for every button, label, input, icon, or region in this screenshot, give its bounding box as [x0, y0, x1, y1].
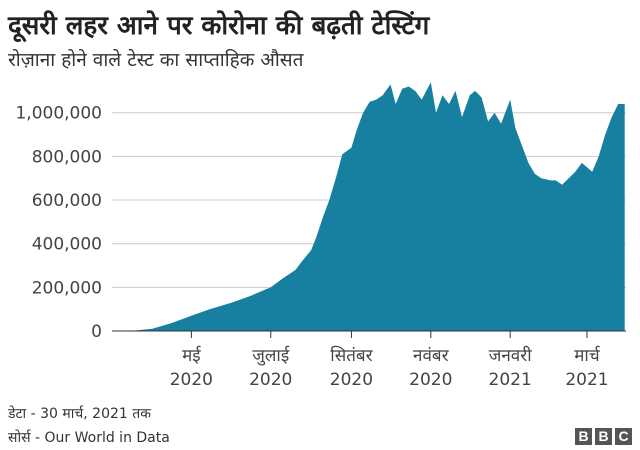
bbc-logo-letter: B	[595, 428, 612, 445]
x-tick-label: जुलाई	[252, 345, 290, 366]
source-text: सोर्स - Our World in Data	[8, 430, 170, 446]
bbc-logo-letter: B	[575, 428, 592, 445]
x-tick-label: मई	[182, 345, 202, 366]
x-tick-label-year: 2020	[409, 370, 452, 390]
y-tick-label: 800,000	[32, 147, 102, 167]
x-tick-label-year: 2021	[565, 370, 608, 390]
bbc-logo: B B C	[575, 428, 632, 445]
y-tick-label: 400,000	[32, 235, 102, 255]
x-tick-label: जनवरी	[489, 345, 532, 366]
chart-title: दूसरी लहर आने पर कोरोना की बढ़ती टेस्टिं…	[8, 11, 430, 41]
data-note: डेटा - 30 मार्च, 2021 तक	[8, 406, 151, 422]
y-tick-label: 1,000,000	[15, 104, 102, 124]
y-tick-label: 200,000	[32, 278, 102, 298]
x-tick-label: नवंबर	[413, 346, 450, 366]
area-chart: 0 200,000 400,000 600,000 800,000 1,000,000 म…	[15, 82, 626, 390]
x-tick-label-year: 2020	[249, 370, 292, 390]
tests-area-series	[130, 82, 625, 331]
x-tick-label: सितंबर	[330, 345, 373, 366]
x-axis-ticks: मई 2020 जुलाई 2020 सितंबर 2020 नवंबर 2020 जनवरी 2…	[170, 331, 609, 390]
x-tick-label-year: 2020	[170, 370, 213, 390]
x-tick-label-year: 2020	[330, 370, 373, 390]
y-tick-label: 0	[91, 322, 102, 342]
bbc-logo-letter: C	[615, 428, 632, 445]
x-tick-label-year: 2021	[489, 370, 532, 390]
x-tick-label: मार्च	[574, 345, 601, 366]
y-axis-labels: 0 200,000 400,000 600,000 800,000 1,000,000	[15, 104, 102, 342]
chart-subtitle: रोज़ाना होने वाले टेस्ट का साप्ताहिक औसत	[8, 49, 304, 71]
y-tick-label: 600,000	[32, 191, 102, 211]
